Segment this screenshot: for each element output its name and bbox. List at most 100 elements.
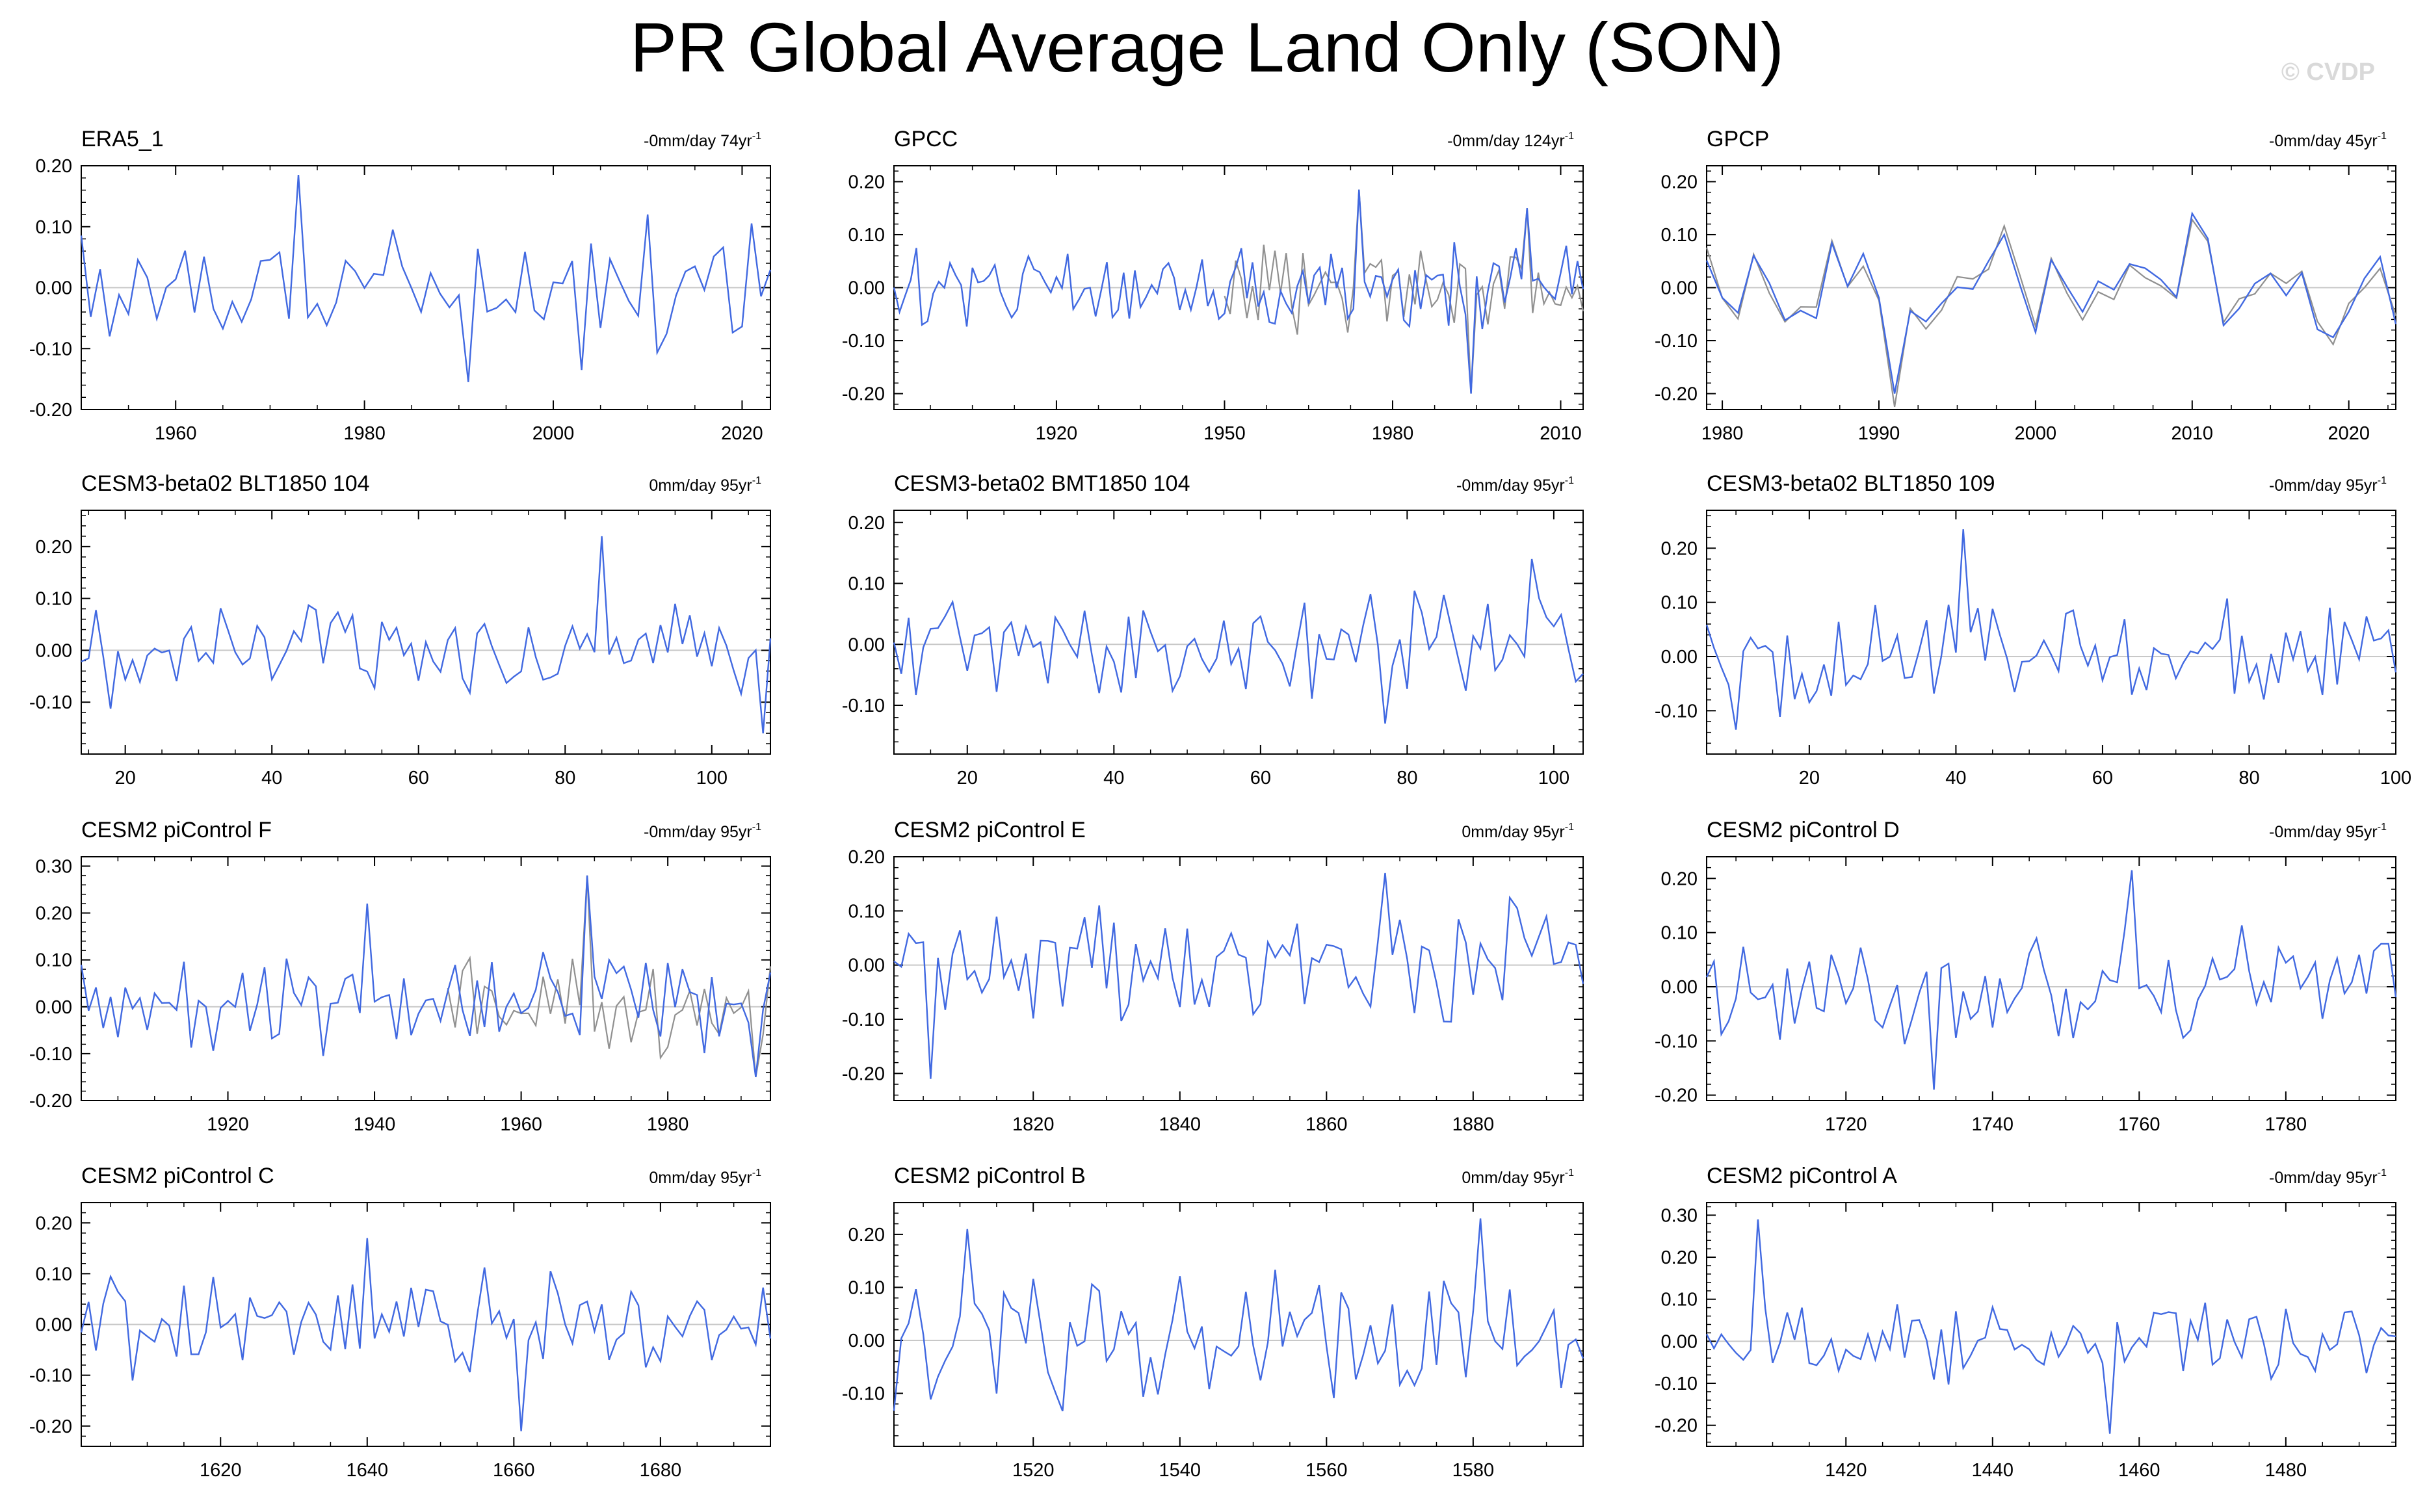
y-tick-label: 0.00 [1661,977,1698,998]
plot-frame [893,1202,1584,1447]
series-line [80,1238,772,1431]
y-tick-label: 0.00 [36,1315,72,1336]
x-tick-label: 40 [1103,768,1124,789]
y-tick-label: 0.10 [1661,225,1698,246]
series-line-reference [1705,218,2397,408]
trend-superscript: -1 [752,475,761,486]
panel-cesm2-picontrol-f: CESM2 piControl F -0mm/day 95yr-1 -0.20 -0.… [29,818,772,1135]
panel-title: CESM2 piControl B [894,1164,1086,1188]
x-tick-label: 80 [555,768,575,789]
x-tick-label: 1620 [200,1460,242,1481]
y-tick-label: -0.10 [1655,1031,1698,1052]
x-tick-label: 2000 [2015,423,2057,444]
x-tick-label: 1660 [493,1460,535,1481]
panel-cesm3-beta02-blt1850-104: CESM3-beta02 BLT1850 104 0mm/day 95yr-1 -0… [29,471,772,789]
panel-gpcc: GPCC -0mm/day 124yr-1 -0.20 -0.10 0.00 0.10 0.… [842,127,1584,444]
x-tick-label: 100 [696,768,728,789]
x-tick-label: 80 [2238,768,2259,789]
trend-label: -0mm/day 95yr-1 [2269,1167,2387,1187]
x-tick-label: 1980 [647,1114,689,1135]
x-tick-label: 2020 [721,423,763,444]
y-tick-label: 0.20 [848,513,885,534]
y-tick-label: 0.10 [1661,593,1698,614]
x-tick-label: 2010 [1540,423,1582,444]
panel-cesm2-picontrol-c: CESM2 piControl C 0mm/day 95yr-1 -0.20 -0.1… [29,1164,772,1481]
panel-era5-1: ERA5_1 -0mm/day 74yr-1 -0.20 -0.10 0.00 0.10 0… [29,127,772,444]
x-tick-label: 20 [1799,768,1820,789]
x-tick-label: 1540 [1159,1460,1201,1481]
x-tick-label: 1840 [1159,1114,1201,1135]
y-tick-label: -0.10 [1655,1374,1698,1394]
y-tick-label: -0.20 [1655,1416,1698,1437]
trend-superscript: -1 [2378,131,2387,142]
panel-title: CESM3-beta02 BLT1850 104 [81,471,370,496]
figure-title: PR Global Average Land Only (SON) [630,8,1784,86]
panel-title: CESM2 piControl F [81,818,272,842]
y-tick-label: 0.10 [1661,1290,1698,1310]
trend-label: -0mm/day 74yr-1 [644,131,761,150]
x-tick-label: 100 [1538,768,1569,789]
y-tick-label: 0.00 [36,278,72,299]
y-tick-label: 0.20 [36,904,72,924]
y-tick-label: 0.00 [1661,1331,1698,1352]
y-tick-label: 0.20 [1661,172,1698,192]
y-tick-label: 0.20 [848,172,885,192]
series-line [80,875,772,1078]
x-tick-label: 20 [957,768,978,789]
x-tick-label: 1920 [1036,423,1078,444]
x-tick-label: 1760 [2118,1114,2160,1135]
y-tick-label: -0.20 [1655,1086,1698,1106]
series-line [81,536,772,734]
x-tick-label: 1990 [1858,423,1900,444]
panel-gpcp: GPCP -0mm/day 45yr-1 -0.20 -0.10 0.00 0.10 0.2… [1655,127,2397,444]
x-tick-label: 1940 [354,1114,396,1135]
x-tick-label: 60 [408,768,429,789]
trend-label: 0mm/day 95yr-1 [1462,1167,1574,1187]
y-tick-label: -0.10 [1655,701,1698,722]
panel-title: CESM3-beta02 BLT1850 109 [1707,471,1995,496]
x-tick-label: 2010 [2171,423,2214,444]
trend-label: 0mm/day 95yr-1 [649,475,761,495]
y-tick-label: 0.10 [36,950,72,971]
panel-title: CESM2 piControl E [894,818,1086,842]
y-tick-label: 0.20 [36,1213,72,1234]
y-tick-label: 0.20 [848,1225,885,1245]
x-tick-label: 1580 [1452,1460,1495,1481]
y-tick-label: -0.10 [842,1010,885,1030]
trend-superscript: -1 [752,1167,761,1179]
x-tick-label: 1640 [347,1460,389,1481]
x-tick-label: 1460 [2118,1460,2160,1481]
series-line [1705,529,2397,730]
series-line [1705,870,2397,1090]
x-tick-label: 40 [1945,768,1966,789]
y-tick-label: 0.10 [36,1264,72,1284]
panel-title: ERA5_1 [81,127,164,151]
y-tick-label: 0.00 [1661,647,1698,668]
y-tick-label: -0.10 [842,696,885,716]
y-tick-label: 0.10 [36,217,72,238]
y-tick-label: -0.10 [842,1383,885,1404]
series-line [1705,1219,2396,1434]
x-tick-label: 1440 [1972,1460,2014,1481]
x-tick-label: 1780 [2265,1114,2307,1135]
y-tick-label: -0.10 [842,331,885,352]
plot-frame [1706,856,2396,1101]
x-tick-label: 1960 [155,423,197,444]
plot-frame [893,510,1584,755]
trend-superscript: -1 [1565,1167,1574,1179]
y-tick-label: 0.20 [1661,538,1698,559]
x-tick-label: 40 [261,768,282,789]
x-tick-label: 2000 [532,423,575,444]
y-tick-label: -0.10 [29,1366,72,1387]
y-tick-label: 0.00 [36,640,72,661]
x-tick-label: 1980 [343,423,386,444]
y-tick-label: 0.00 [848,634,885,655]
x-tick-label: 60 [2092,768,2113,789]
panel-cesm2-picontrol-d: CESM2 piControl D -0mm/day 95yr-1 -0.20 -0.… [1655,818,2397,1135]
trend-label: -0mm/day 95yr-1 [2269,822,2387,841]
y-tick-label: 0.00 [848,956,885,976]
trend-label: -0mm/day 124yr-1 [1447,131,1574,150]
y-tick-label: -0.10 [29,339,72,359]
y-tick-label: -0.20 [29,400,72,421]
y-tick-label: 0.10 [36,589,72,610]
